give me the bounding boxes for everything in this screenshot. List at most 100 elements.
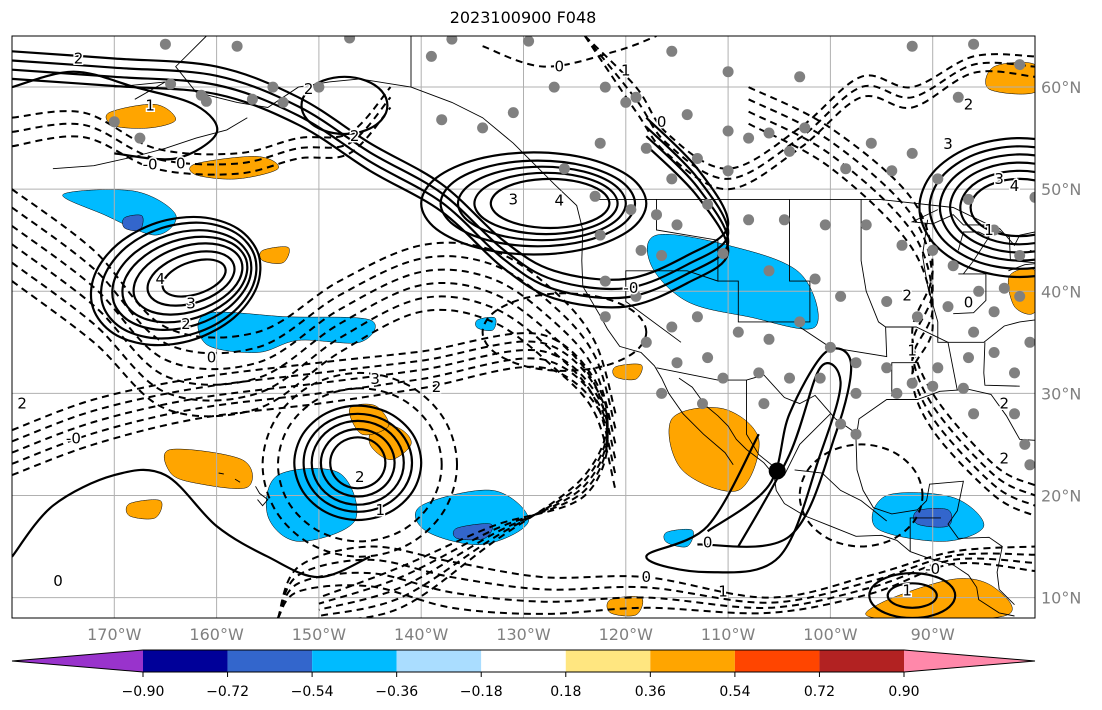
station-dot — [656, 250, 668, 261]
station-dot — [1009, 367, 1020, 379]
contour-label: 3 — [509, 190, 519, 208]
anomaly-patch — [663, 528, 694, 548]
anomaly-patch — [452, 523, 493, 541]
station-dot — [108, 116, 120, 128]
station-dot — [743, 132, 755, 144]
station-dot — [963, 352, 974, 364]
station-dot — [932, 173, 944, 185]
contour-label: 1 — [376, 501, 386, 519]
contour-label: 0 — [1015, 617, 1025, 635]
station-dot — [927, 244, 939, 256]
station-dot — [691, 311, 703, 323]
station-dot — [477, 122, 489, 134]
station-dot — [814, 372, 826, 384]
contour-label: 1 — [907, 342, 917, 360]
contour-label: 3 — [943, 135, 953, 153]
colorbar-tick-label: 0.18 — [550, 684, 581, 700]
station-dot — [850, 428, 862, 440]
station-dot — [558, 163, 570, 175]
station-dot — [630, 290, 642, 302]
station-dot — [722, 66, 734, 78]
station-dot — [743, 214, 755, 226]
contour-label: 2 — [964, 95, 974, 113]
contour-dashed — [12, 332, 609, 618]
station-dot — [835, 418, 847, 430]
contour-label: 3 — [994, 170, 1004, 188]
colorbar-tick-label: 0.54 — [719, 684, 750, 700]
contour-label: 1 — [621, 62, 631, 80]
contour-label: -0 — [143, 156, 158, 174]
colorbar-segment — [565, 650, 651, 672]
station-dot — [896, 239, 908, 251]
latitude-tick-label: 50°N — [1041, 180, 1081, 199]
contour-dashed — [748, 110, 1035, 507]
station-dot — [635, 244, 647, 256]
contour-label: 2 — [1000, 450, 1010, 468]
station-dot — [799, 122, 811, 134]
station-dot — [973, 285, 985, 297]
coastline — [717, 199, 811, 323]
station-dot — [640, 336, 652, 348]
station-dot — [651, 209, 662, 221]
contour-dashed — [12, 106, 392, 176]
latitude-tick-label: 40°N — [1041, 282, 1081, 301]
longitude-tick-label: 130°W — [496, 625, 551, 644]
contour-label: 1 — [145, 96, 155, 114]
longitude-tick-label: 100°W — [803, 625, 858, 644]
station-dot — [548, 81, 560, 93]
station-dot — [625, 204, 637, 216]
station-dot — [681, 109, 693, 121]
longitude-tick-label: 90°W — [911, 625, 955, 644]
station-dot — [865, 137, 877, 149]
station-dot — [957, 382, 969, 394]
contour-solid — [868, 571, 957, 618]
station-dot — [819, 219, 831, 231]
contour-label: 0 — [176, 155, 186, 173]
contour-solid — [645, 362, 842, 574]
station-dot — [425, 50, 437, 62]
contour-dashed — [12, 280, 617, 491]
latitude-tick-label: 20°N — [1041, 487, 1081, 506]
contour-label: 0 — [642, 568, 652, 586]
contour-solid — [132, 242, 244, 316]
longitude-tick-label: 160°W — [189, 625, 244, 644]
station-dot — [200, 95, 212, 107]
station-dot — [988, 224, 1000, 236]
colorbar-tick-label: −0.72 — [206, 684, 249, 700]
station-dot — [589, 190, 601, 202]
contour-label: 2 — [304, 80, 314, 98]
contour-label: 3 — [370, 370, 380, 388]
station-dot — [906, 40, 918, 52]
station-dot — [942, 301, 954, 313]
longitude-tick-label: 170°W — [87, 625, 142, 644]
contour-dashed — [12, 340, 609, 617]
station-dot — [277, 96, 289, 108]
contour-label: 0 — [555, 58, 565, 76]
station-dot — [691, 153, 703, 164]
station-dot — [599, 311, 611, 323]
colorbar-segment — [312, 650, 397, 672]
station-dot — [671, 357, 683, 369]
contour-solid — [969, 177, 1035, 238]
colorbar-segment — [734, 650, 820, 672]
contour-dashed — [481, 292, 648, 372]
contour-label: 4 — [156, 270, 166, 288]
station-dot — [1009, 408, 1020, 420]
longitude-tick-label: 140°W — [394, 625, 449, 644]
contour-label: 2 — [902, 286, 912, 304]
contour-solid — [111, 229, 253, 331]
contour-dashed — [584, 36, 1035, 191]
station-dot — [886, 165, 898, 177]
contour-dashed — [748, 86, 1035, 487]
contour-dashed — [12, 225, 617, 445]
map-frame — [11, 35, 1036, 619]
coastline — [234, 478, 241, 483]
station-dot — [1029, 191, 1035, 203]
station-dot — [988, 347, 1000, 358]
station-dot — [906, 377, 918, 389]
contour-solid — [928, 145, 1035, 270]
contour-label: 4 — [555, 191, 565, 209]
station-dot — [947, 260, 959, 272]
contour-solid — [420, 151, 648, 256]
